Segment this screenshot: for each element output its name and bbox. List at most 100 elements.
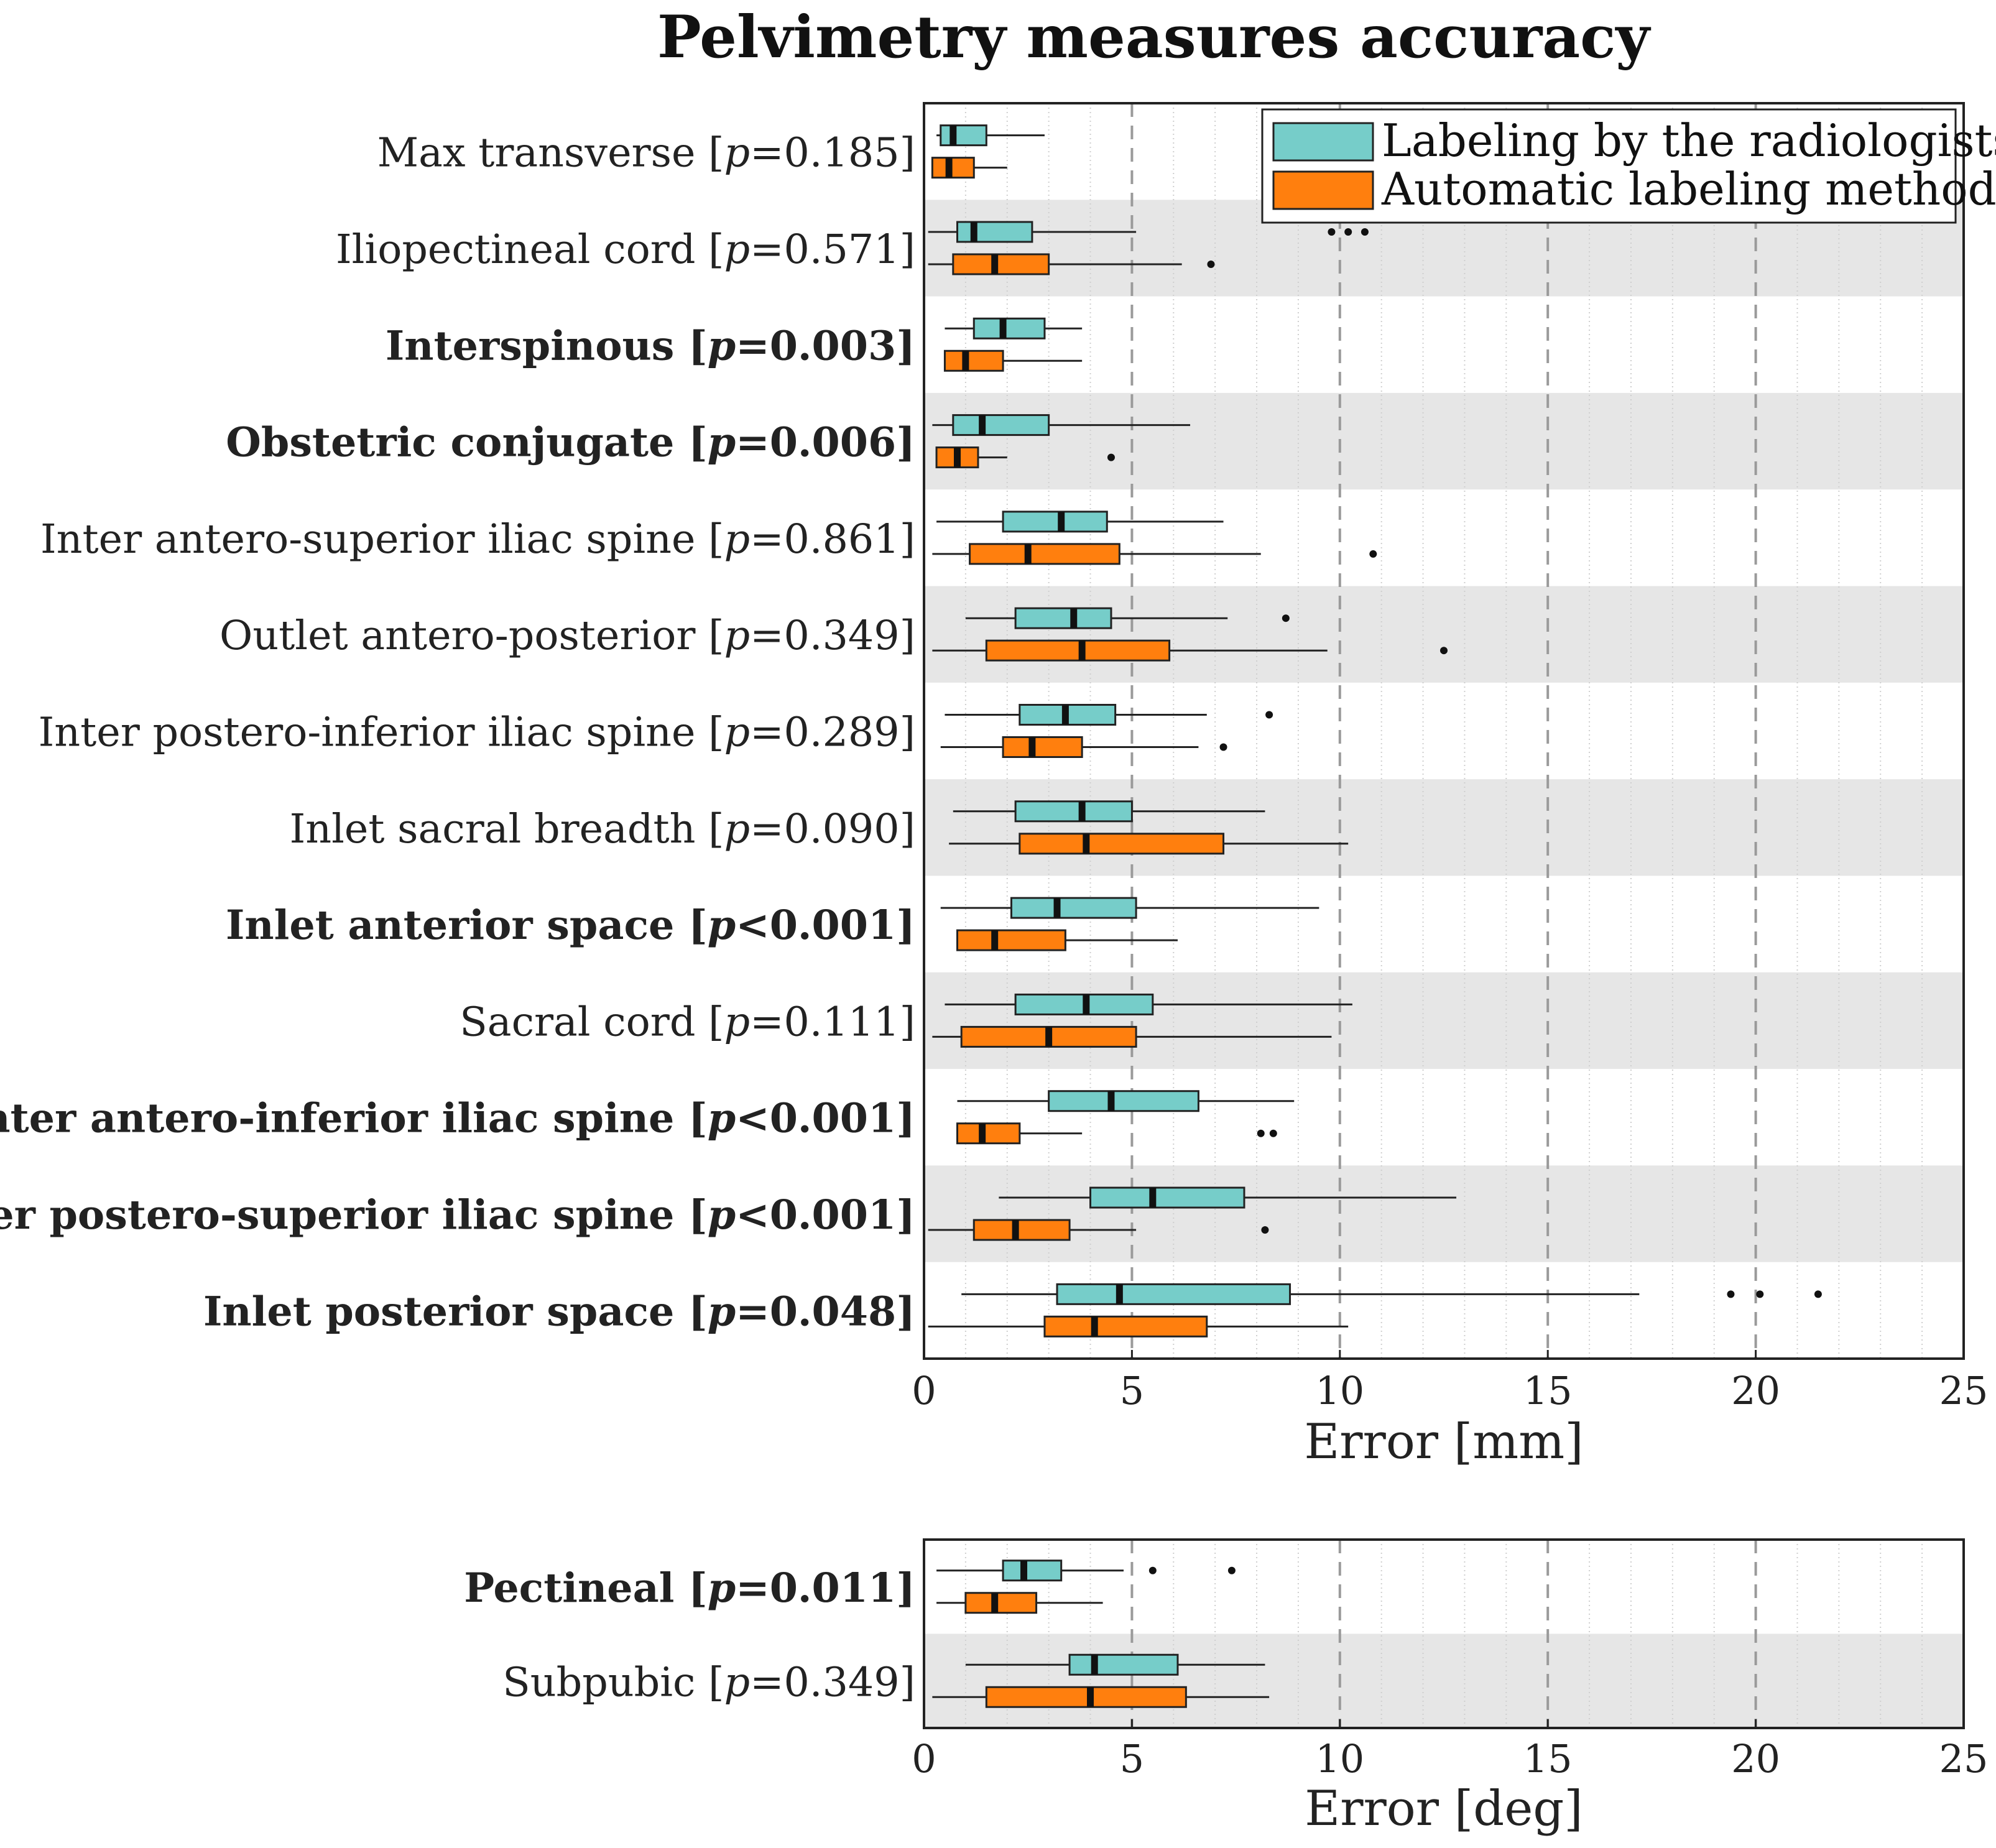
box-radiologists <box>928 221 1369 243</box>
box-radiologists <box>961 1283 1822 1305</box>
category-label: Max transverse [p=0.185] <box>377 130 915 177</box>
box-iqr <box>952 414 1050 437</box>
box-radiologists <box>999 1186 1457 1209</box>
box-radiologists <box>965 607 1290 629</box>
tick-label: 5 <box>1120 1368 1144 1413</box>
box-radiologists <box>932 414 1191 437</box>
outlier-point <box>1282 614 1290 622</box>
box-iqr <box>964 1592 1038 1614</box>
legend-label-automatic: Automatic labeling method <box>1381 163 1996 215</box>
box-automatic <box>928 253 1215 275</box>
outlier-point <box>1107 453 1115 461</box>
outlier-point <box>1361 228 1369 236</box>
box-radiologists <box>936 1559 1236 1582</box>
box-iqr <box>985 639 1171 662</box>
box-automatic <box>932 639 1448 662</box>
category-label: Outlet antero-posterior [p=0.349] <box>219 612 915 659</box>
category-label: Obstetric conjugate [p=0.006] <box>226 419 915 466</box>
panel-1: Max transverse [p=0.185] Iliopectineal co… <box>0 102 1996 1470</box>
box-iqr <box>940 124 987 147</box>
plot-frame <box>923 102 1965 1360</box>
box-automatic <box>932 543 1377 565</box>
box-iqr <box>956 1122 1021 1145</box>
box-automatic <box>956 929 1178 951</box>
box-radiologists <box>965 1653 1265 1676</box>
outlier-point <box>1207 260 1215 268</box>
box-automatic <box>928 1315 1349 1337</box>
box-iqr <box>1048 1090 1199 1112</box>
legend-swatch-automatic <box>1272 170 1374 210</box>
legend-label-radiologists: Labeling by the radiologists <box>1382 114 1996 167</box>
outlier-point <box>1148 1566 1157 1574</box>
outlier-point <box>1265 711 1273 719</box>
box-radiologists <box>945 993 1352 1015</box>
tick-label: 25 <box>1939 1736 1989 1781</box>
box-iqr <box>969 543 1120 565</box>
category-label: Inter antero-inferior iliac spine [p<0.0… <box>0 1095 915 1142</box>
box-automatic <box>935 446 1115 469</box>
box-iqr <box>1089 1186 1245 1209</box>
tick-label: 10 <box>1315 1736 1364 1781</box>
box-iqr <box>973 1219 1071 1241</box>
tick-label: 25 <box>1939 1368 1989 1413</box>
tick-label: 10 <box>1315 1368 1364 1413</box>
box-automatic <box>940 736 1227 758</box>
outlier-point <box>1727 1290 1735 1298</box>
category-label: Pectineal [p=0.011] <box>464 1564 915 1612</box>
tick-label: 20 <box>1731 1736 1780 1781</box>
box-radiologists <box>945 704 1273 726</box>
outlier-point <box>1227 1566 1236 1574</box>
plot-frame <box>923 1538 1965 1729</box>
category-label: Subpubic [p=0.349] <box>502 1659 915 1706</box>
outlier-point <box>1814 1290 1822 1298</box>
box-radiologists <box>945 317 1083 340</box>
row-shade <box>924 1165 1964 1262</box>
chart-title: Pelvimetry measures accuracy <box>657 3 1651 72</box>
box-automatic <box>949 833 1349 855</box>
box-iqr <box>943 349 1004 372</box>
box-radiologists <box>936 124 1045 147</box>
outlier-point <box>1369 550 1377 558</box>
box-automatic <box>928 1219 1269 1241</box>
box-radiologists <box>940 897 1319 919</box>
outlier-point <box>1261 1226 1269 1234</box>
box-iqr <box>952 253 1050 275</box>
box-iqr <box>931 157 975 179</box>
box-radiologists <box>953 800 1265 823</box>
box-iqr <box>956 929 1066 951</box>
category-label: Interspinous [p=0.003] <box>386 322 915 369</box>
outlier-point <box>1219 743 1227 751</box>
box-iqr <box>1002 1559 1063 1582</box>
box-iqr <box>1010 897 1137 919</box>
tick-label: 0 <box>912 1368 936 1413</box>
box-radiologists <box>957 1090 1295 1112</box>
outlier-point <box>1344 228 1352 236</box>
category-label: Inter antero-superior iliac spine [p=0.8… <box>40 516 915 563</box>
box-automatic <box>932 1025 1332 1048</box>
tick-label: 0 <box>912 1736 936 1781</box>
box-automatic <box>956 1122 1277 1145</box>
box-iqr <box>1019 833 1225 855</box>
box-automatic <box>932 1686 1270 1708</box>
box-automatic <box>931 157 1007 179</box>
category-label: Iliopectineal cord [p=0.571] <box>336 226 915 273</box>
category-label: Inlet sacral breadth [p=0.090] <box>290 806 915 852</box>
outlier-point <box>1440 647 1448 655</box>
category-label: Inlet posterior space [p=0.048] <box>203 1288 915 1335</box>
legend-swatch-radiologists <box>1272 122 1374 162</box>
row-shade <box>924 972 1964 1070</box>
x-axis-label: Error [mm] <box>1304 1414 1583 1470</box>
row-shade <box>924 779 1964 876</box>
outlier-point <box>1257 1129 1265 1137</box>
box-iqr <box>1002 511 1108 533</box>
box-iqr <box>985 1686 1187 1708</box>
box-iqr <box>1014 800 1133 823</box>
box-iqr <box>1056 1283 1291 1305</box>
tick-label: 20 <box>1731 1368 1780 1413</box>
box-iqr <box>973 317 1046 340</box>
box-iqr <box>1068 1653 1179 1676</box>
row-shade <box>924 392 1964 490</box>
box-iqr <box>1043 1315 1208 1337</box>
tick-label: 5 <box>1120 1736 1144 1781</box>
category-label: Inter postero-superior iliac spine [p<0.… <box>0 1191 915 1239</box>
